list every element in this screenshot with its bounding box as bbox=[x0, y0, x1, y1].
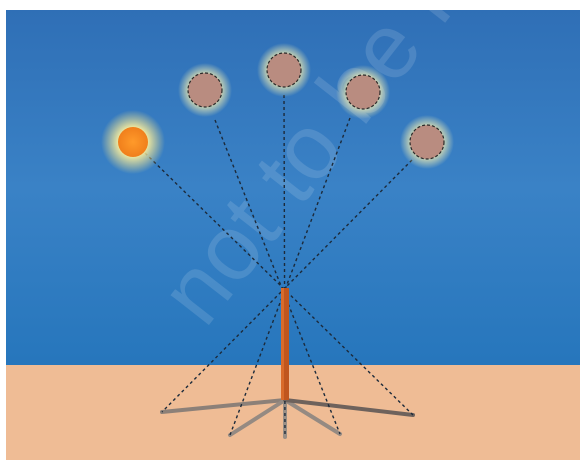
sun-faded bbox=[257, 43, 311, 97]
sun-outline bbox=[410, 125, 444, 159]
sun-faded bbox=[336, 65, 390, 119]
sun-faded bbox=[400, 115, 454, 169]
scene: not to be republished bbox=[6, 0, 584, 460]
diagram: not to be republished bbox=[0, 0, 584, 470]
page: not to be republished bbox=[0, 0, 584, 470]
sun bbox=[118, 127, 148, 157]
stick-highlight bbox=[281, 288, 284, 400]
ground bbox=[6, 365, 580, 460]
sun-outline bbox=[267, 53, 301, 87]
sun-outline bbox=[188, 73, 222, 107]
sun-bright bbox=[101, 110, 165, 174]
sun-outline bbox=[346, 75, 380, 109]
sun-faded bbox=[178, 63, 232, 117]
